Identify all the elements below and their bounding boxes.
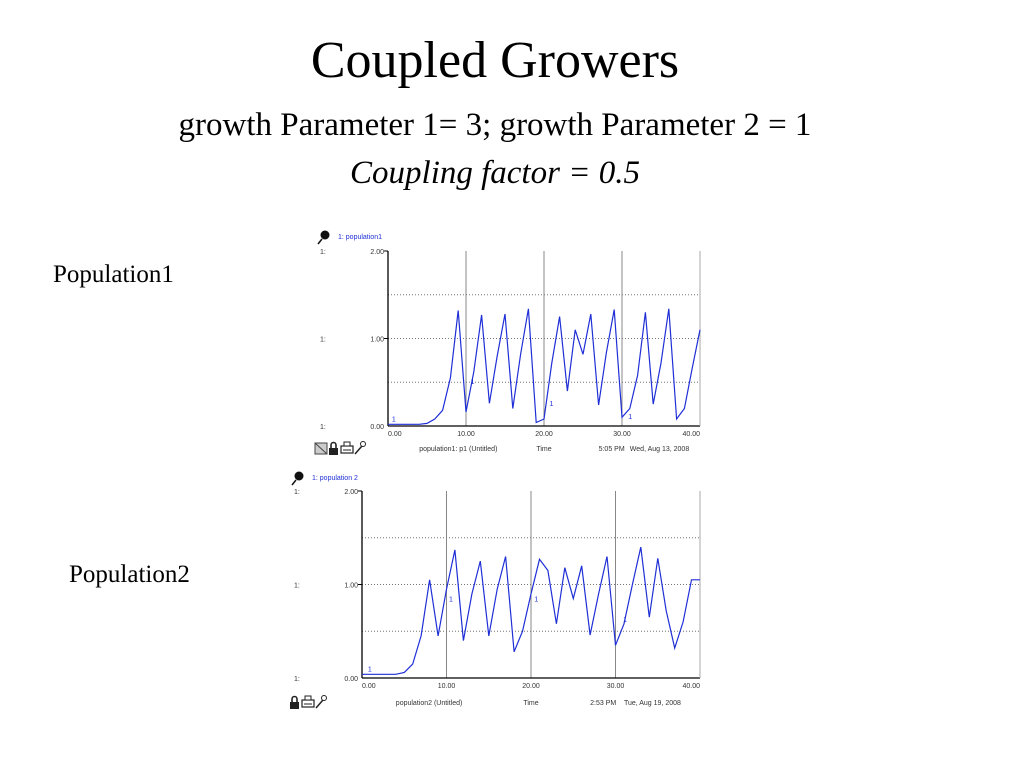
printer-icon xyxy=(301,695,315,708)
y-tick-label: 0.00 xyxy=(344,676,358,683)
x-tick-label: 10.00 xyxy=(457,431,475,438)
x-tick-label: 40.00 xyxy=(682,683,700,690)
footer-axis: Time xyxy=(523,700,538,707)
x-tick-label: 10.00 xyxy=(438,683,456,690)
pin-icon xyxy=(315,695,327,709)
x-tick-label: 0.00 xyxy=(362,683,376,690)
series-marker: 1 xyxy=(392,417,396,424)
population2-label: Population2 xyxy=(69,561,190,588)
printer-icon xyxy=(340,441,354,454)
lock-icon xyxy=(329,441,338,455)
footer-name: population2 (Untitled) xyxy=(396,700,463,707)
x-tick-label: 20.00 xyxy=(535,431,553,438)
axis-prefix: 1: xyxy=(294,676,300,683)
x-tick-label: 0.00 xyxy=(388,431,402,438)
y-tick-label: 2.00 xyxy=(370,249,384,256)
axis-prefix: 1: xyxy=(320,337,326,344)
series-marker: 1 xyxy=(549,401,553,408)
series-line xyxy=(362,546,700,675)
axis-prefix: 1: xyxy=(294,489,300,496)
x-tick-label: 30.00 xyxy=(613,431,631,438)
slide-title: Coupled Growers xyxy=(310,32,680,89)
axis-prefix: 1: xyxy=(320,249,326,256)
x-tick-label: 40.00 xyxy=(682,431,700,438)
series-marker: 1 xyxy=(628,414,632,421)
series-marker: 1 xyxy=(449,596,453,603)
y-tick-label: 0.00 xyxy=(370,424,384,431)
axis-prefix: 1: xyxy=(294,583,300,590)
population1-label: Population1 xyxy=(53,261,174,288)
footer-date: Tue, Aug 19, 2008 xyxy=(624,700,681,707)
y-tick-label: 2.00 xyxy=(344,489,358,496)
coupling-factor-text: Coupling factor = 0.5 xyxy=(350,155,640,191)
footer-axis: Time xyxy=(536,446,551,453)
chart-legend: 1: population 2 xyxy=(312,475,358,482)
page-icon xyxy=(314,442,328,455)
slide-subtitle: growth Parameter 1= 3; growth Parameter … xyxy=(178,107,812,143)
axis-prefix: 1: xyxy=(320,424,326,431)
y-tick-label: 1.00 xyxy=(344,583,358,590)
footer-name: population1: p1 (Untitled) xyxy=(419,446,497,453)
lock-icon xyxy=(290,695,299,709)
series-marker: 1 xyxy=(623,617,627,624)
pin-icon xyxy=(317,230,330,245)
pin-icon xyxy=(291,471,304,486)
series-marker: 1 xyxy=(471,379,475,386)
x-tick-label: 30.00 xyxy=(607,683,625,690)
y-tick-label: 1.00 xyxy=(370,337,384,344)
chart-legend: 1: population1 xyxy=(338,234,382,241)
footer-time: 2:53 PM xyxy=(590,700,616,707)
pin-icon xyxy=(354,441,366,455)
x-tick-label: 20.00 xyxy=(522,683,540,690)
series-marker: 1 xyxy=(534,596,538,603)
series-marker: 1 xyxy=(368,666,372,673)
footer-date: Wed, Aug 13, 2008 xyxy=(630,446,690,453)
series-line xyxy=(388,308,701,425)
footer-time: 5:05 PM xyxy=(599,446,625,453)
